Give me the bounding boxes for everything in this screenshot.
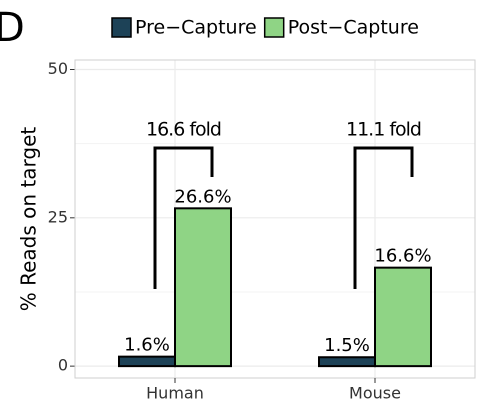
fold-bracket xyxy=(153,146,214,289)
plot-border xyxy=(74,59,476,379)
legend-label: Post−Capture xyxy=(288,17,419,39)
x-tick-label: Human xyxy=(146,384,204,403)
legend-label: Pre−Capture xyxy=(135,17,257,39)
fold-annotation: 16.6 fold xyxy=(146,119,221,141)
y-tick-label: 50 xyxy=(48,59,68,78)
y-tick-label: 0 xyxy=(58,356,68,375)
value-label: 1.6% xyxy=(124,335,170,356)
x-tick-label: Mouse xyxy=(349,384,401,403)
fold-annotation: 11.1 fold xyxy=(346,119,421,141)
legend-swatch xyxy=(263,17,285,38)
bar xyxy=(174,207,232,368)
fold-bracket xyxy=(353,146,414,289)
y-tick-label: 25 xyxy=(48,207,68,226)
value-label: 26.6% xyxy=(174,186,231,207)
legend-swatch xyxy=(111,17,132,38)
y-axis-label: % Reads on target xyxy=(17,127,41,312)
panel-label: D xyxy=(0,5,25,51)
bar xyxy=(374,266,432,368)
value-label: 1.5% xyxy=(324,335,370,356)
bar xyxy=(118,355,176,368)
bar xyxy=(318,356,376,368)
value-label: 16.6% xyxy=(374,246,431,267)
